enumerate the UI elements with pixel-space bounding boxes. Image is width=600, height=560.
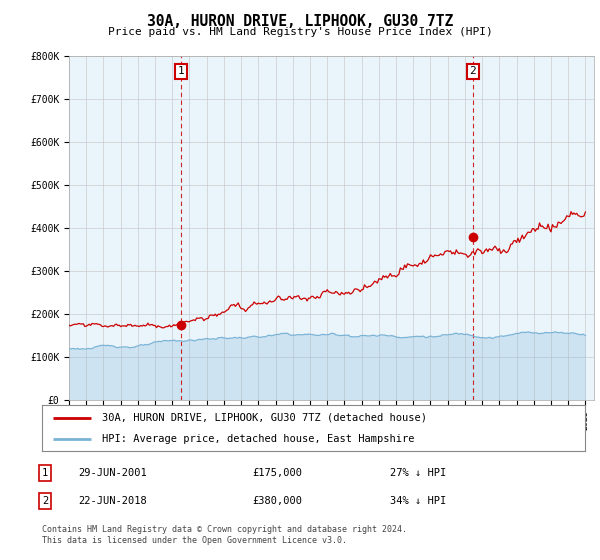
Text: 27% ↓ HPI: 27% ↓ HPI [390, 468, 446, 478]
Text: 2: 2 [470, 66, 476, 76]
Text: 30A, HURON DRIVE, LIPHOOK, GU30 7TZ: 30A, HURON DRIVE, LIPHOOK, GU30 7TZ [147, 14, 453, 29]
Text: £175,000: £175,000 [252, 468, 302, 478]
Text: 34% ↓ HPI: 34% ↓ HPI [390, 496, 446, 506]
Text: 22-JUN-2018: 22-JUN-2018 [78, 496, 147, 506]
Text: Price paid vs. HM Land Registry's House Price Index (HPI): Price paid vs. HM Land Registry's House … [107, 27, 493, 38]
Text: HPI: Average price, detached house, East Hampshire: HPI: Average price, detached house, East… [102, 435, 414, 444]
Text: 2: 2 [42, 496, 48, 506]
Text: 1: 1 [42, 468, 48, 478]
Text: 1: 1 [178, 66, 184, 76]
Text: 29-JUN-2001: 29-JUN-2001 [78, 468, 147, 478]
Text: 30A, HURON DRIVE, LIPHOOK, GU30 7TZ (detached house): 30A, HURON DRIVE, LIPHOOK, GU30 7TZ (det… [102, 413, 427, 423]
Text: Contains HM Land Registry data © Crown copyright and database right 2024.
This d: Contains HM Land Registry data © Crown c… [42, 525, 407, 545]
Text: £380,000: £380,000 [252, 496, 302, 506]
